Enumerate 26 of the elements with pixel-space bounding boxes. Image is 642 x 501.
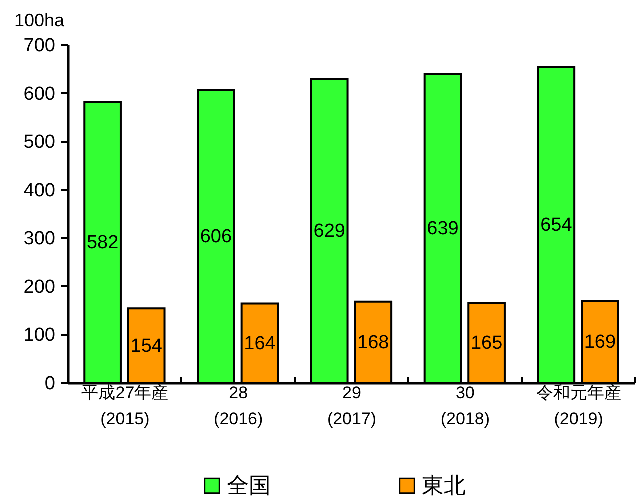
data-label: 629 bbox=[314, 221, 346, 242]
data-label: 154 bbox=[130, 336, 163, 357]
data-label: 582 bbox=[86, 232, 119, 254]
y-tick-label: 200 bbox=[24, 276, 56, 298]
data-label: 654 bbox=[540, 215, 573, 236]
y-tick-label: 400 bbox=[24, 180, 56, 202]
y-axis-title: 100ha bbox=[14, 10, 66, 30]
x-tick-label: 平成27年産 (2015) bbox=[82, 384, 169, 428]
y-tick-label: 0 bbox=[44, 374, 56, 394]
x-tick-label: 29 (2017) bbox=[327, 384, 377, 428]
data-label: 164 bbox=[244, 333, 276, 354]
data-label: 168 bbox=[358, 332, 390, 354]
data-label: 639 bbox=[427, 218, 459, 240]
x-tick-label: 30 (2018) bbox=[440, 384, 490, 428]
legend-label: 東北 bbox=[422, 473, 466, 498]
legend-label: 全国 bbox=[227, 473, 272, 498]
x-tick-label: 令和元年産 (2019) bbox=[536, 384, 622, 428]
y-tick-label: 500 bbox=[24, 132, 56, 154]
x-tick-label: 28 (2016) bbox=[214, 384, 264, 428]
data-label: 606 bbox=[200, 226, 232, 248]
data-label: 165 bbox=[470, 333, 503, 354]
y-tick-label: 300 bbox=[24, 228, 56, 250]
data-label: 169 bbox=[584, 332, 616, 354]
y-tick-label: 600 bbox=[24, 84, 56, 105]
y-tick-label: 100 bbox=[24, 325, 56, 346]
y-tick-label: 700 bbox=[24, 36, 56, 56]
